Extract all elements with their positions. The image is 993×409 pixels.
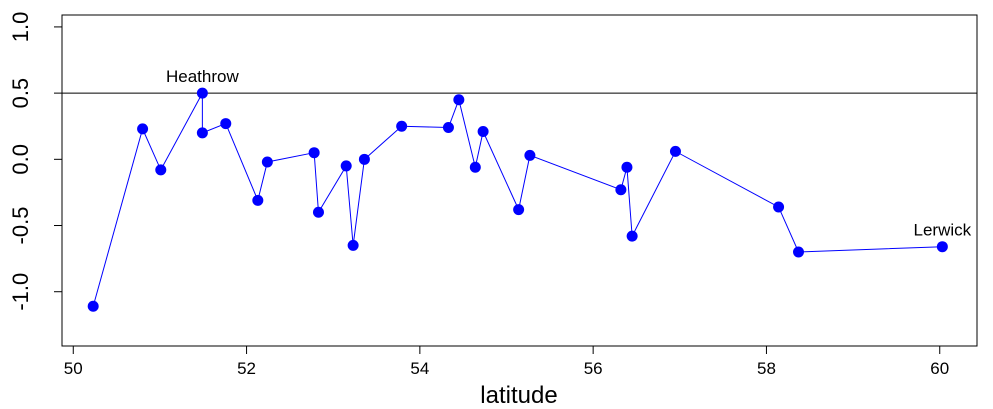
data-point — [196, 127, 208, 139]
y-tick-label: 0.5 — [8, 78, 33, 109]
data-point — [936, 241, 948, 253]
data-point — [252, 194, 264, 206]
x-tick-label: 50 — [64, 359, 83, 378]
data-point — [347, 239, 359, 251]
x-axis-label: latitude — [480, 382, 557, 409]
data-point — [524, 149, 536, 161]
data-point — [793, 246, 805, 258]
x-tick-label: 54 — [410, 359, 429, 378]
data-point — [220, 118, 232, 130]
y-tick-label: -0.5 — [8, 207, 33, 245]
y-tick-label: 1.0 — [8, 12, 33, 43]
data-point — [615, 184, 627, 196]
data-point — [261, 156, 273, 168]
data-point — [626, 230, 638, 242]
x-tick-label: 58 — [757, 359, 776, 378]
data-point — [308, 147, 320, 159]
data-point — [155, 164, 167, 176]
y-tick-label: 0.0 — [8, 144, 33, 175]
data-point — [453, 94, 465, 106]
y-tick-label: -1.0 — [8, 273, 33, 311]
data-point — [137, 123, 149, 135]
data-point — [469, 161, 481, 173]
data-point — [513, 204, 525, 216]
data-point — [196, 87, 208, 99]
plot-frame — [61, 14, 978, 347]
data-point — [773, 201, 785, 213]
data-point — [442, 122, 454, 134]
data-point — [312, 206, 324, 218]
data-point — [621, 161, 633, 173]
x-tick-label: 52 — [237, 359, 256, 378]
data-point — [477, 126, 489, 138]
annotation: Heathrow — [166, 67, 239, 86]
data-point — [87, 300, 99, 312]
data-point — [396, 120, 408, 132]
data-point — [358, 153, 370, 165]
x-tick-label: 56 — [584, 359, 603, 378]
annotation: Lerwick — [914, 221, 972, 240]
data-point — [340, 160, 352, 172]
data-point — [669, 145, 681, 157]
x-tick-label: 60 — [930, 359, 949, 378]
